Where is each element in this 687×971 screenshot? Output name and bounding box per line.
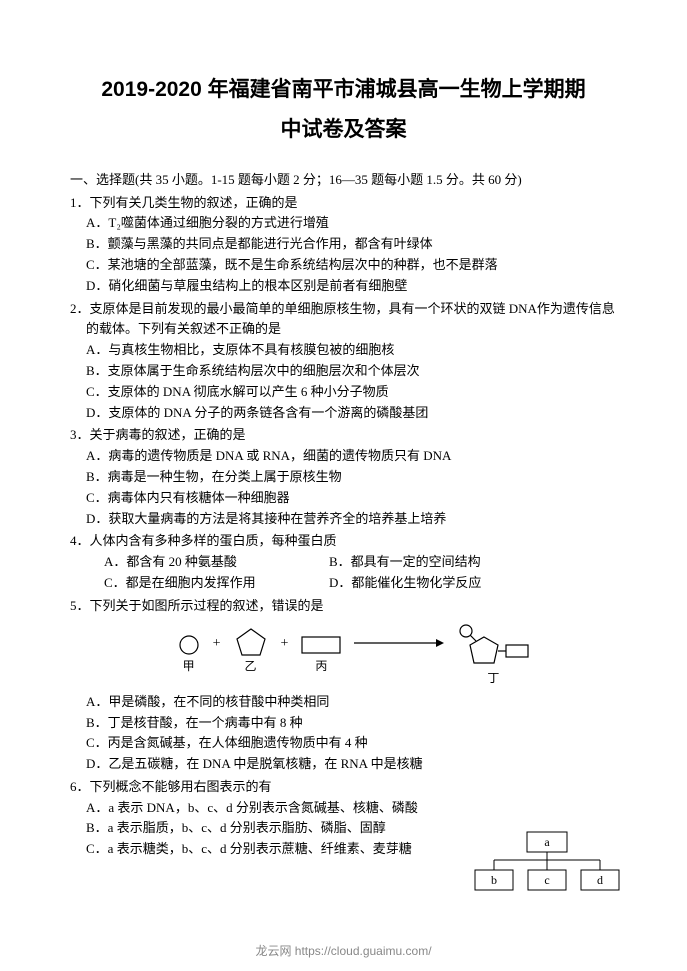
- q5-shape-ding: 丁: [456, 623, 530, 688]
- plus-icon: +: [281, 623, 289, 655]
- question-2: 2．支原体是目前发现的最小最简单的单细胞原核生物，具有一个环状的双链 DNA作为…: [70, 299, 617, 424]
- q2-stem: 2．支原体是目前发现的最小最简单的单细胞原核生物，具有一个环状的双链 DNA作为…: [70, 299, 617, 341]
- q4-row-CD: C．都是在细胞内发挥作用D．都能催化生物化学反应: [70, 573, 617, 594]
- q5-shape-jia: 甲: [177, 623, 201, 676]
- q4-option-A: A．都含有 20 种氨基酸: [104, 552, 329, 573]
- q4-option-B: B．都具有一定的空间结构: [329, 552, 481, 573]
- nucleotide-icon: [456, 623, 530, 669]
- title-line-1: 2019-2020 年福建省南平市浦城县高一生物上学期期: [70, 70, 617, 110]
- q6-label-d: d: [597, 873, 603, 887]
- q6-stem: 6．下列概念不能够用右图表示的有: [70, 777, 617, 798]
- q5-label-jia: 甲: [183, 657, 195, 676]
- q3-stem: 3．关于病毒的叙述，正确的是: [70, 425, 617, 446]
- q4-option-C: C．都是在细胞内发挥作用: [104, 573, 329, 594]
- q5-shape-bing: 丙: [300, 623, 342, 676]
- q5-label-yi: 乙: [244, 657, 256, 676]
- q3-option-D: D．获取大量病毒的方法是将其接种在营养齐全的培养基上培养: [70, 509, 617, 530]
- q3-option-A: A．病毒的遗传物质是 DNA 或 RNA，细菌的遗传物质只有 DNA: [70, 446, 617, 467]
- question-3: 3．关于病毒的叙述，正确的是 A．病毒的遗传物质是 DNA 或 RNA，细菌的遗…: [70, 425, 617, 529]
- circle-icon: [177, 623, 201, 657]
- q2-option-C: C．支原体的 DNA 彻底水解可以产生 6 种小分子物质: [70, 382, 617, 403]
- rectangle-icon: [300, 623, 342, 657]
- q3-option-C: C．病毒体内只有核糖体一种细胞器: [70, 488, 617, 509]
- q5-option-A: A．甲是磷酸，在不同的核苷酸中种类相同: [70, 692, 617, 713]
- q2-option-B: B．支原体属于生命系统结构层次中的细胞层次和个体层次: [70, 361, 617, 382]
- plus-icon: +: [213, 623, 221, 655]
- q3-option-B: B．病毒是一种生物，在分类上属于原核生物: [70, 467, 617, 488]
- q1-option-D: D．硝化细菌与草履虫结构上的根本区别是前者有细胞壁: [70, 276, 617, 297]
- question-1: 1．下列有关几类生物的叙述，正确的是 A．T₂噬菌体通过细胞分裂的方式进行增殖 …: [70, 193, 617, 297]
- question-4: 4．人体内含有多种多样的蛋白质，每种蛋白质 A．都含有 20 种氨基酸B．都具有…: [70, 531, 617, 593]
- section-heading: 一、选择题(共 35 小题。1-15 题每小题 2 分；16—35 题每小题 1…: [70, 170, 617, 191]
- q5-option-B: B．丁是核苷酸，在一个病毒中有 8 种: [70, 713, 617, 734]
- pentagon-icon: [233, 623, 269, 657]
- q5-label-ding: 丁: [487, 669, 499, 688]
- q6-label-a: a: [544, 835, 550, 849]
- q2-option-A: A．与真核生物相比，支原体不具有核膜包被的细胞核: [70, 340, 617, 361]
- q4-row-AB: A．都含有 20 种氨基酸B．都具有一定的空间结构: [70, 552, 617, 573]
- q5-option-C: C．丙是含氮碱基，在人体细胞遗传物质中有 4 种: [70, 733, 617, 754]
- q6-option-A: A．a 表示 DNA，b、c、d 分别表示含氮碱基、核糖、磷酸: [70, 798, 617, 819]
- q6-diagram: a b c d: [472, 830, 622, 900]
- question-5: 5．下列关于如图所示过程的叙述，错误的是 甲 + 乙 + 丙 丁: [70, 596, 617, 775]
- q5-label-bing: 丙: [315, 657, 327, 676]
- q6-label-b: b: [491, 873, 497, 887]
- arrow-icon: [354, 623, 444, 649]
- q2-option-D: D．支原体的 DNA 分子的两条链各含有一个游离的磷酸基团: [70, 403, 617, 424]
- page-footer: 龙云网 https://cloud.guaimu.com/: [0, 942, 687, 959]
- q1-option-A: A．T₂噬菌体通过细胞分裂的方式进行增殖: [70, 213, 617, 234]
- title-line-2: 中试卷及答案: [70, 110, 617, 150]
- q4-option-D: D．都能催化生物化学反应: [329, 573, 481, 594]
- q5-stem: 5．下列关于如图所示过程的叙述，错误的是: [70, 596, 617, 617]
- q1-stem: 1．下列有关几类生物的叙述，正确的是: [70, 193, 617, 214]
- q1-option-C: C．某池塘的全部蓝藻，既不是生命系统结构层次中的种群，也不是群落: [70, 255, 617, 276]
- q5-shape-yi: 乙: [233, 623, 269, 676]
- q5-option-D: D．乙是五碳糖，在 DNA 中是脱氧核糖，在 RNA 中是核糖: [70, 754, 617, 775]
- q1-option-B: B．颤藻与黑藻的共同点是都能进行光合作用，都含有叶绿体: [70, 234, 617, 255]
- q6-label-c: c: [544, 873, 549, 887]
- q5-diagram: 甲 + 乙 + 丙 丁: [90, 623, 617, 688]
- q4-stem: 4．人体内含有多种多样的蛋白质，每种蛋白质: [70, 531, 617, 552]
